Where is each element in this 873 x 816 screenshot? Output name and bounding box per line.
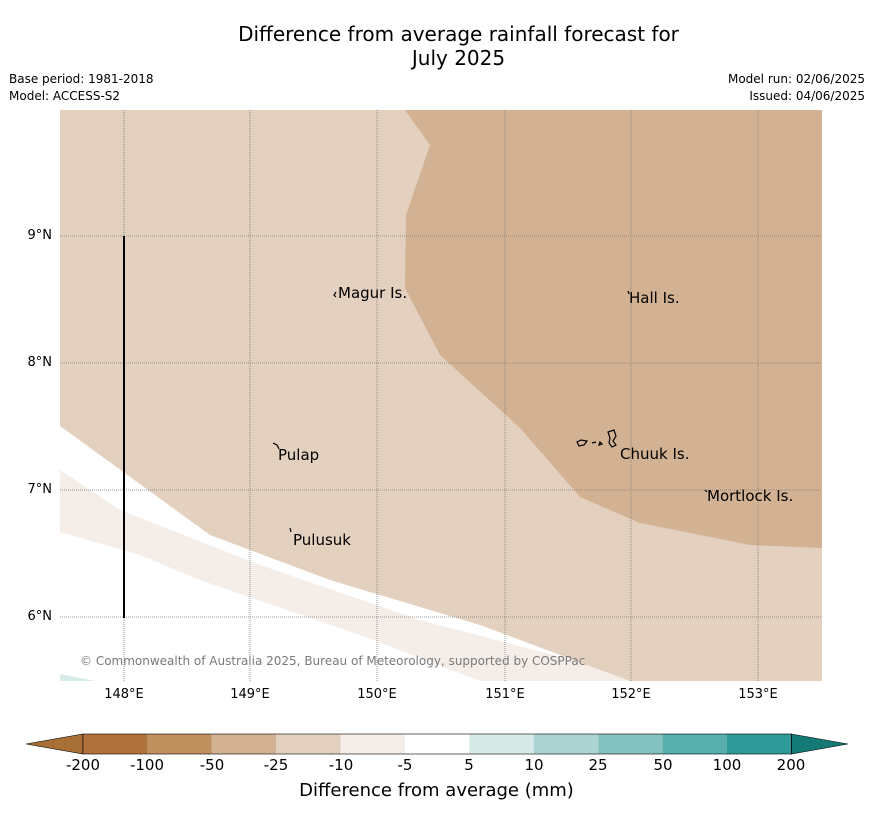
region-below-25-50 [405, 110, 822, 548]
lat-label-7n: 7°N [27, 482, 53, 497]
colorbar-tick-label: 50 [653, 756, 673, 774]
colorbar-swatch [147, 734, 212, 754]
base-period-text: Base period: 1981-2018 [9, 72, 154, 86]
colorbar-tick-label: 5 [464, 756, 474, 774]
meta-right: Model run: 02/06/2025 Issued: 04/06/2025 [728, 71, 865, 105]
lon-label-149e: 149°E [230, 687, 270, 702]
colorbar-swatch [340, 734, 405, 754]
colorbar-swatch [662, 734, 727, 754]
colorbar-tick-label: -100 [129, 756, 165, 774]
island-hall [627, 290, 630, 295]
island-mortlock [704, 489, 708, 493]
colorbar-arrow-low [25, 733, 84, 755]
place-label-mortlock: Mortlock Is. [707, 487, 794, 505]
colorbar-tick-label: 100 [712, 756, 742, 774]
colorbar-tick-label: -5 [397, 756, 413, 774]
issued-text: Issued: 04/06/2025 [749, 89, 865, 103]
colorbar-arrow-high [791, 733, 849, 755]
island-magur [333, 291, 337, 298]
colorbar-swatch [276, 734, 341, 754]
place-label-pulusuk: Pulusuk [293, 531, 351, 549]
title-line-2: July 2025 [411, 46, 506, 70]
rainfall-map [60, 110, 822, 681]
colorbar [25, 733, 849, 755]
place-label-hall: Hall Is. [629, 289, 680, 307]
lat-label-6n: 6°N [27, 609, 53, 624]
model-run-text: Model run: 02/06/2025 [727, 72, 865, 86]
island-outlines [272, 290, 708, 533]
lon-label-148e: 148°E [104, 687, 144, 702]
colorbar-swatch [598, 734, 663, 754]
colorbar-tick-label: 200 [776, 756, 806, 774]
meta-left: Base period: 1981-2018 Model: ACCESS-S2 [9, 71, 154, 105]
colorbar-outline [82, 733, 792, 755]
colorbar-swatch [727, 734, 792, 754]
lat-label-9n: 9°N [27, 228, 53, 243]
lon-label-150e: 150°E [357, 687, 397, 702]
model-text: Model: ACCESS-S2 [9, 89, 121, 103]
lon-label-151e: 151°E [485, 687, 525, 702]
lon-label-153e: 153°E [738, 687, 778, 702]
colorbar-tick-label: 10 [524, 756, 544, 774]
colorbar-tick-label: -200 [65, 756, 101, 774]
region-white-strip [60, 532, 480, 681]
region-above-5-10 [60, 674, 95, 681]
lat-label-8n: 8°N [27, 355, 53, 370]
copyright-notice: © Commonwealth of Australia 2025, Bureau… [80, 654, 586, 668]
island-pulap [272, 442, 280, 450]
place-label-magur: Magur Is. [338, 284, 408, 302]
colorbar-swatch [469, 734, 534, 754]
colorbar-tick-label: -50 [199, 756, 225, 774]
lon-label-152e: 152°E [611, 687, 651, 702]
place-label-pulap: Pulap [278, 446, 320, 464]
colorbar-title: Difference from average (mm) [299, 780, 574, 801]
colorbar-swatch [533, 734, 599, 754]
lat-gridlines [60, 235, 822, 618]
chart-title: Difference from average rainfall forecas… [0, 22, 873, 70]
colorbar-tick-label: -10 [328, 756, 354, 774]
island-pulusuk [289, 527, 292, 533]
place-label-chuuk: Chuuk Is. [620, 445, 690, 463]
colorbar-swatch [405, 734, 470, 754]
colorbar-swatch [211, 734, 277, 754]
island-chuuk-lagoon [576, 429, 617, 448]
title-line-1: Difference from average rainfall forecas… [238, 22, 679, 46]
colorbar-tick-label: 25 [588, 756, 608, 774]
colorbar-tick-label: -25 [263, 756, 289, 774]
colorbar-swatch [83, 734, 148, 754]
